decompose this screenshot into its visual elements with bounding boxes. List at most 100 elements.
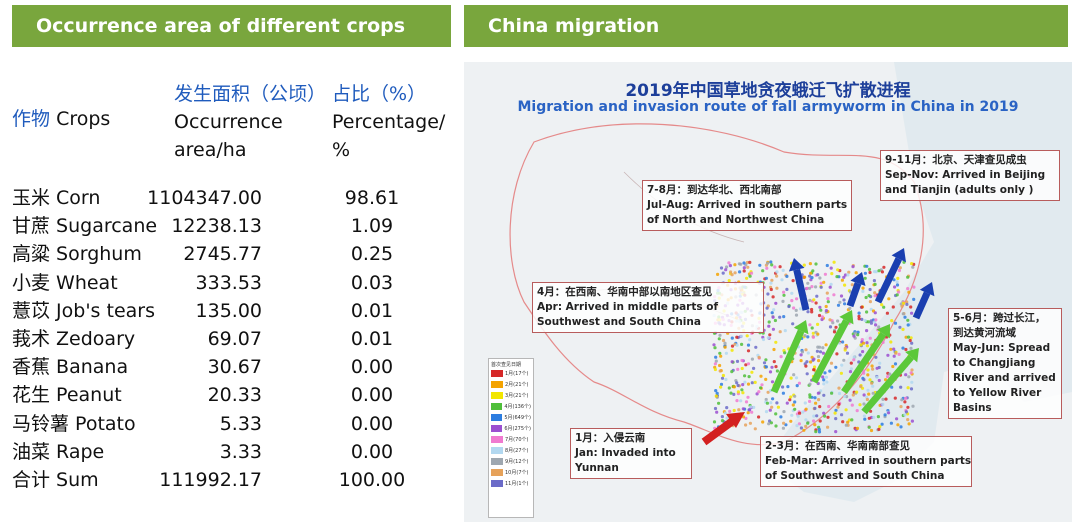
occurrence-dot: [854, 271, 858, 275]
occurrence-dot: [750, 370, 754, 374]
occurrence-dot: [826, 297, 830, 301]
occurrence-dot: [824, 375, 828, 379]
occurrence-dot: [789, 395, 793, 399]
occurrence-dot: [833, 411, 837, 415]
occurrence-dot: [832, 293, 836, 297]
occurrence-dot: [906, 275, 910, 279]
occurrence-dot: [850, 283, 854, 287]
occurrence-dot: [741, 415, 746, 419]
occurrence-dot: [909, 387, 914, 391]
occurrence-dot: [818, 276, 822, 280]
occurrence-dot: [843, 346, 847, 350]
occurrence-dot: [807, 286, 812, 290]
occurrence-dot: [872, 270, 877, 274]
occurrence-dot: [897, 352, 901, 356]
legend-swatch: [491, 480, 503, 487]
occurrence-dot: [852, 355, 856, 359]
occurrence-dot: [849, 367, 853, 371]
occurrence-dot: [719, 266, 724, 270]
occurrence-dot: [747, 375, 751, 379]
occurrence-dot: [805, 372, 809, 376]
legend-label: 4月(136个): [504, 404, 531, 410]
occurrence-dot: [772, 360, 776, 364]
occurrence-dot: [903, 315, 907, 319]
occurrence-dot: [799, 359, 803, 363]
occurrence-dot: [831, 321, 835, 325]
occurrence-dot: [712, 343, 716, 347]
occurrence-dot: [887, 411, 891, 415]
occurrence-dot: [868, 270, 872, 275]
legend-item: 5月(649个): [491, 412, 531, 423]
area-header-en-1: Occurrence: [174, 111, 283, 133]
occurrence-dot: [904, 373, 908, 377]
arrow-blue: [788, 258, 810, 311]
percentage: 98.61: [344, 187, 400, 209]
occurrence-dot: [834, 408, 838, 412]
occurrence-dot: [774, 365, 778, 369]
occurrence-dot: [881, 402, 885, 406]
occurrence-dot: [906, 318, 910, 322]
occurrence-dot: [721, 373, 725, 378]
occurrence-dot: [896, 276, 900, 280]
occurrence-dot: [869, 307, 873, 311]
occurrence-dot: [906, 335, 911, 339]
legend-item: 6月(275个): [491, 423, 531, 434]
occurrence-dot: [821, 375, 825, 379]
arrow-green-head: [839, 310, 854, 325]
arrow-blue: [846, 272, 866, 308]
occurrence-dot: [882, 305, 886, 309]
pct-header-cn: 占比（%）: [332, 83, 427, 105]
occurrence-dot: [773, 318, 777, 323]
crop-name: 马铃薯 Potato: [12, 412, 136, 435]
occurrence-dot: [842, 358, 846, 362]
occurrence-dot: [873, 311, 877, 315]
occurrence-dot: [797, 381, 801, 385]
table-row: 花生 Peanut 20.33 0.00: [12, 381, 452, 409]
arrow-blue: [912, 282, 935, 320]
occurrence-dot: [766, 390, 770, 394]
occurrence-dot: [812, 357, 816, 361]
occurrence-dot: [816, 355, 821, 359]
table-row: 高粱 Sorghum 2745.77 0.25: [12, 240, 452, 268]
occurrence-dot: [848, 398, 852, 402]
occurrence-dot: [753, 427, 757, 431]
occurrence-dot: [912, 285, 916, 289]
occurrence-dot: [821, 346, 825, 350]
percentage: 0.25: [350, 243, 394, 266]
occurrence-dot: [764, 397, 768, 402]
occurrence-dot: [823, 371, 827, 375]
occurrence-dot: [781, 385, 785, 389]
occurrence-dot: [752, 366, 756, 370]
occurrence-dot: [759, 374, 763, 378]
occurrence-dot: [873, 291, 877, 295]
occurrence-dot: [798, 411, 802, 415]
occurrence-dot: [766, 292, 770, 296]
occurrence-dot: [717, 401, 721, 405]
occurrence-dot: [718, 351, 722, 355]
occurrence-dot: [889, 421, 893, 425]
occurrence-dot: [782, 421, 786, 425]
occurrence-dot: [794, 376, 799, 380]
occurrence-dot: [838, 300, 842, 304]
occurrence-dot: [819, 308, 823, 312]
occurrence-dot: [867, 294, 871, 298]
legend-item: 8月(27个): [491, 445, 531, 456]
occurrence-dot: [810, 307, 814, 312]
occurrence-dot: [720, 415, 724, 419]
occurrence-dot: [782, 293, 786, 297]
occurrence-dot: [737, 262, 741, 266]
occurrence-dot: [858, 353, 862, 357]
occurrence-dot: [806, 421, 810, 425]
occurrence-dot: [741, 407, 745, 411]
occurrence-dot: [809, 360, 813, 364]
arrow-blue-shaft: [912, 291, 931, 320]
occurrence-dot: [750, 381, 754, 385]
occurrence-dot: [810, 326, 814, 330]
occurrence-dot: [725, 265, 729, 269]
occurrence-dot: [803, 401, 807, 405]
occurrence-dot: [761, 269, 765, 273]
legend-item: 11月(1个): [491, 478, 531, 489]
occurrence-dot: [888, 372, 892, 376]
occurrence-dot: [895, 293, 899, 297]
occurrence-dot: [795, 424, 799, 428]
